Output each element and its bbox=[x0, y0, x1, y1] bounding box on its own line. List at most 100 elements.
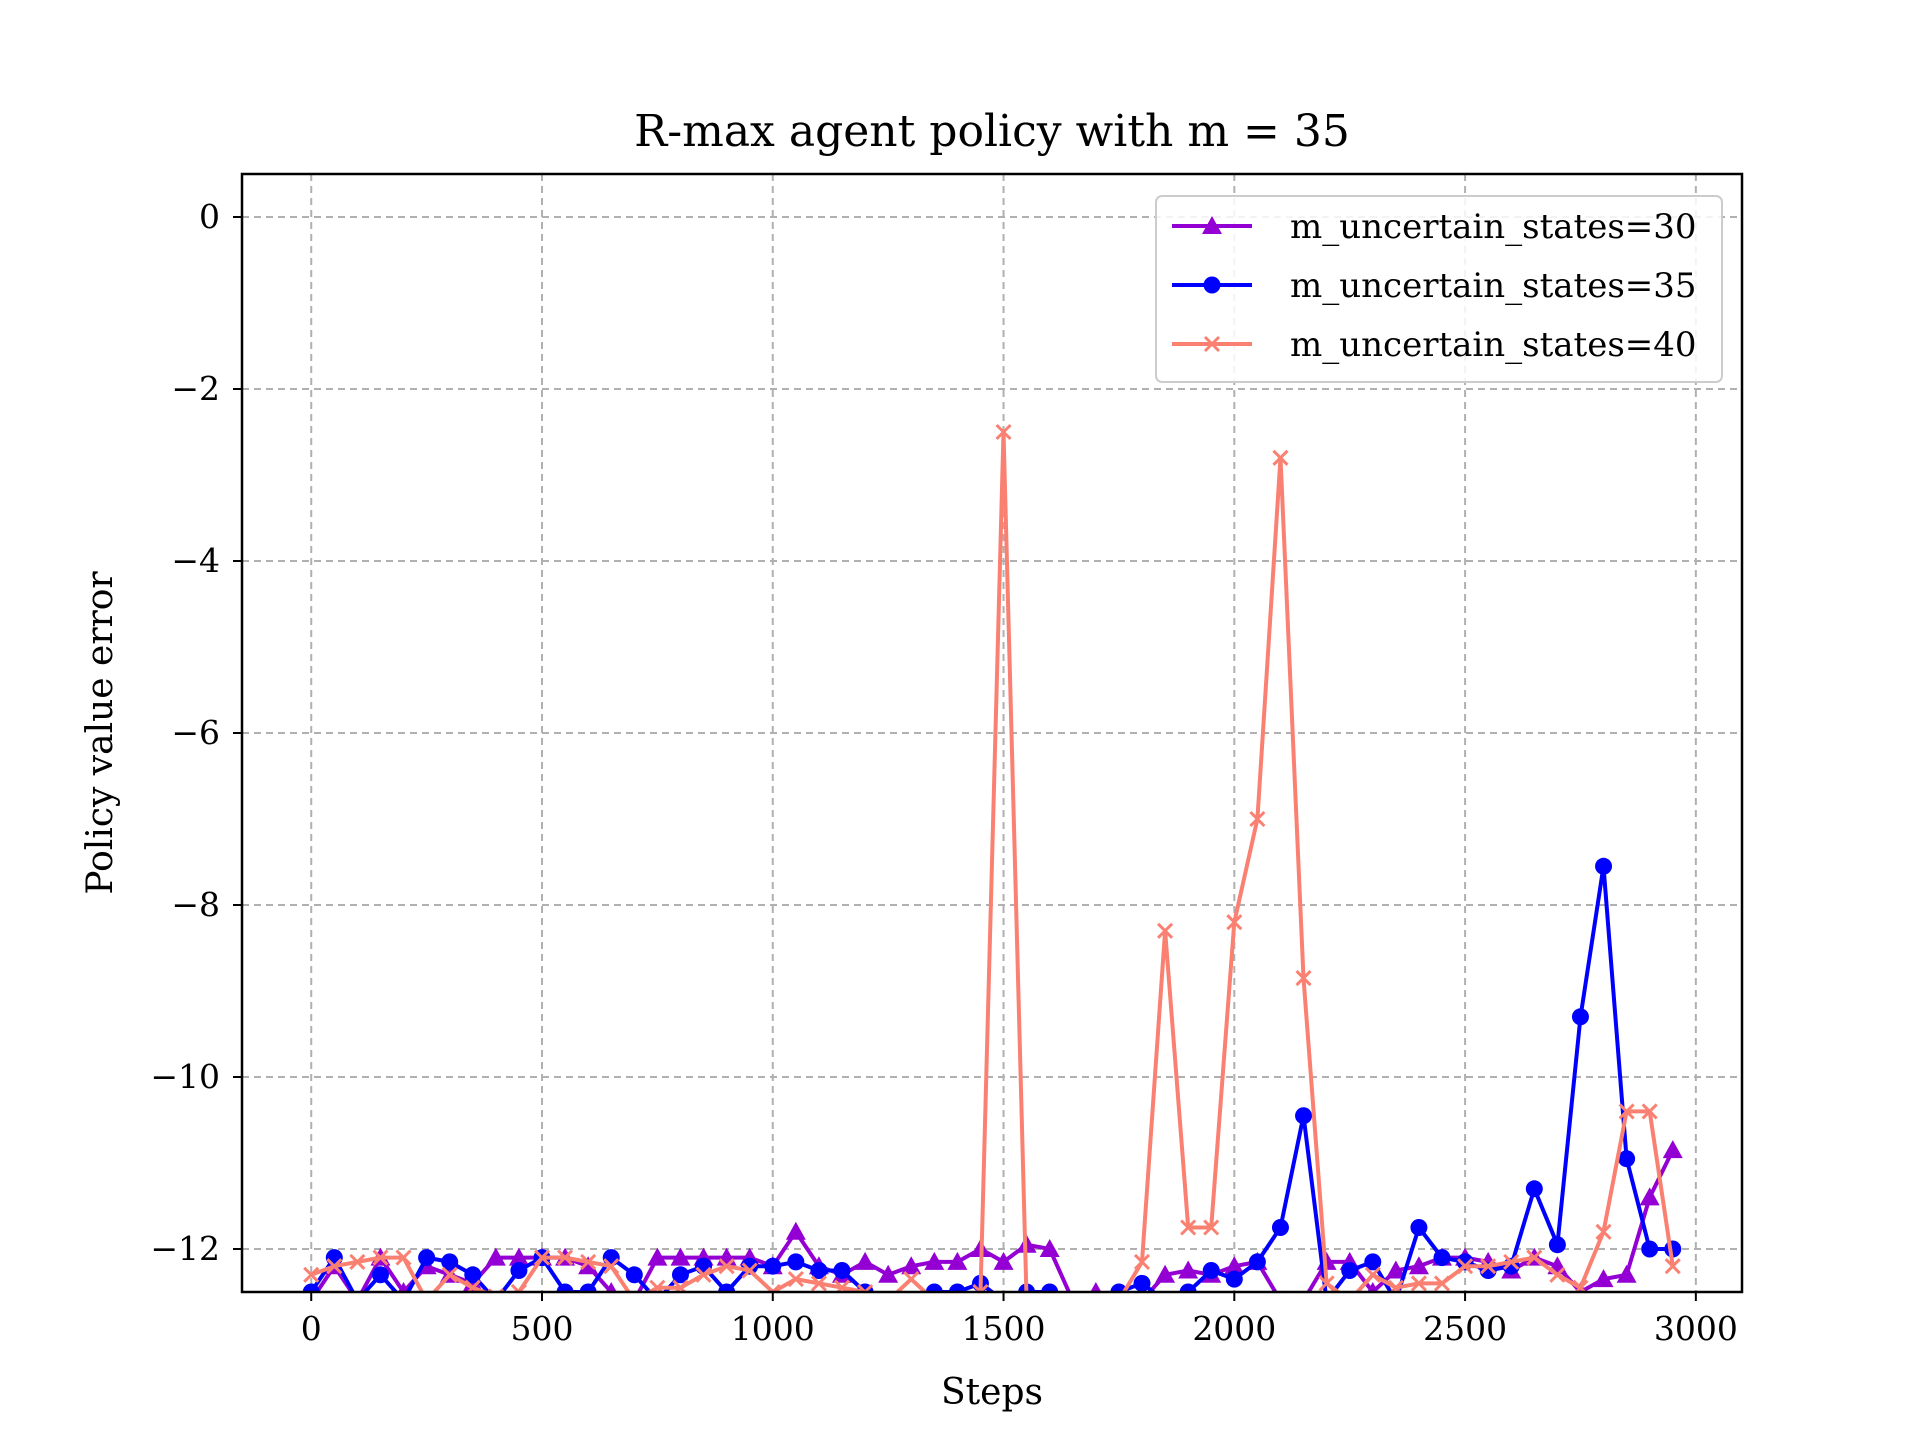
data-point-1 bbox=[1225, 1270, 1243, 1288]
data-point-0 bbox=[1639, 1187, 1660, 1206]
x-marker-stroke bbox=[1272, 449, 1289, 466]
x-marker-stroke bbox=[1433, 1275, 1451, 1292]
data-point-2 bbox=[764, 1283, 781, 1292]
data-point-1 bbox=[418, 1249, 436, 1267]
data-point-0 bbox=[1155, 1264, 1176, 1283]
data-point-1 bbox=[1618, 1150, 1636, 1168]
data-point-2 bbox=[1133, 1253, 1151, 1270]
x-marker-stroke bbox=[533, 1249, 551, 1266]
data-point-2 bbox=[1549, 1266, 1566, 1283]
x-marker-stroke bbox=[349, 1253, 366, 1270]
data-point-1 bbox=[948, 1283, 966, 1292]
data-point-2 bbox=[580, 1253, 597, 1270]
x-marker-stroke bbox=[303, 1266, 320, 1283]
data-point-1 bbox=[1271, 1219, 1289, 1236]
data-point-2 bbox=[510, 1283, 527, 1292]
data-point-2 bbox=[1272, 449, 1289, 466]
data-point-0 bbox=[1408, 1256, 1429, 1275]
legend-marker-0 bbox=[1202, 216, 1222, 234]
data-point-1 bbox=[1364, 1253, 1382, 1271]
chart-title: R-max agent policy with m = 35 bbox=[634, 106, 1350, 157]
data-point-2 bbox=[1364, 1266, 1381, 1283]
legend-entry-0: m_uncertain_states=30 bbox=[1172, 207, 1697, 247]
series-2 bbox=[303, 423, 1681, 1292]
x-marker-stroke bbox=[1641, 1103, 1658, 1120]
data-point-0 bbox=[855, 1251, 876, 1270]
data-point-2 bbox=[718, 1258, 735, 1275]
data-point-0 bbox=[1662, 1140, 1683, 1159]
data-point-2 bbox=[972, 1283, 989, 1292]
data-point-2 bbox=[557, 1249, 574, 1266]
x-marker-stroke bbox=[1203, 335, 1221, 353]
y-tick-label: −10 bbox=[150, 1057, 220, 1096]
x-marker-stroke bbox=[903, 1271, 920, 1288]
x-marker-stroke bbox=[741, 1262, 758, 1279]
x-marker-stroke bbox=[516, 1283, 527, 1292]
data-point-1 bbox=[810, 1262, 828, 1279]
y-tick-label: −8 bbox=[171, 885, 220, 924]
data-point-1 bbox=[1295, 1107, 1313, 1125]
data-point-1 bbox=[1341, 1262, 1359, 1279]
x-marker-stroke bbox=[1595, 1223, 1612, 1240]
x-marker-stroke bbox=[1503, 1253, 1520, 1270]
x-marker-stroke bbox=[995, 423, 1012, 441]
x-marker-stroke bbox=[1457, 1258, 1474, 1275]
axis-ticks: 0 500 1000 1500 2000 2500 3000 0 −2 −4 −6 −8 −10 −12 bbox=[150, 197, 1737, 1348]
x-marker-stroke bbox=[1526, 1249, 1543, 1266]
data-point-2 bbox=[1249, 810, 1266, 828]
data-point-2 bbox=[464, 1279, 481, 1292]
data-point-1 bbox=[1202, 1262, 1220, 1279]
data-point-2 bbox=[1503, 1253, 1520, 1270]
x-marker-stroke bbox=[1389, 1279, 1404, 1292]
data-point-2 bbox=[1433, 1275, 1451, 1292]
data-point-2 bbox=[326, 1258, 343, 1275]
y-tick-label: −4 bbox=[171, 541, 220, 580]
y-axis-label: Policy value error bbox=[80, 571, 121, 895]
data-point-2 bbox=[1410, 1275, 1427, 1292]
data-point-1 bbox=[787, 1253, 805, 1271]
data-point-2 bbox=[857, 1283, 874, 1292]
x-marker-stroke bbox=[1410, 1275, 1427, 1292]
data-point-2 bbox=[1387, 1279, 1404, 1292]
x-marker-stroke bbox=[1664, 1258, 1681, 1275]
x-tick-label: 2500 bbox=[1423, 1309, 1507, 1348]
x-marker-stroke bbox=[395, 1249, 412, 1266]
data-point-2 bbox=[1480, 1258, 1497, 1275]
data-point-2 bbox=[1318, 1275, 1335, 1292]
legend-marker-x-icon bbox=[1203, 335, 1221, 353]
data-point-2 bbox=[1618, 1103, 1635, 1120]
data-point-0 bbox=[1178, 1260, 1199, 1279]
y-tick-label: −2 bbox=[171, 369, 220, 408]
legend-label-2: m_uncertain_states=40 bbox=[1290, 325, 1697, 365]
data-point-2 bbox=[1526, 1249, 1543, 1266]
data-point-0 bbox=[578, 1256, 599, 1275]
data-point-2 bbox=[787, 1271, 804, 1288]
data-point-1 bbox=[464, 1266, 482, 1284]
x-marker-stroke bbox=[510, 1283, 522, 1292]
data-point-0 bbox=[1039, 1239, 1060, 1257]
x-marker-stroke bbox=[1226, 914, 1243, 931]
data-point-1 bbox=[1041, 1283, 1059, 1292]
legend-entry-1: m_uncertain_states=35 bbox=[1172, 266, 1697, 306]
data-point-0 bbox=[785, 1221, 806, 1240]
data-point-1 bbox=[556, 1283, 574, 1292]
data-point-1 bbox=[1595, 857, 1613, 875]
data-point-0 bbox=[947, 1251, 968, 1270]
data-point-2 bbox=[1203, 1219, 1220, 1236]
data-point-1 bbox=[1548, 1236, 1566, 1254]
data-point-1 bbox=[579, 1283, 597, 1292]
legend-marker-1 bbox=[1203, 276, 1221, 294]
data-point-0 bbox=[1224, 1256, 1245, 1275]
x-tick-label: 2000 bbox=[1192, 1309, 1276, 1348]
x-marker-stroke bbox=[695, 1266, 712, 1283]
data-point-0 bbox=[993, 1251, 1014, 1270]
data-point-1 bbox=[510, 1262, 528, 1279]
data-point-2 bbox=[1226, 914, 1243, 931]
data-point-1 bbox=[1433, 1249, 1451, 1267]
x-marker-stroke bbox=[1157, 922, 1174, 939]
x-marker-stroke bbox=[1574, 1279, 1589, 1292]
data-point-2 bbox=[833, 1279, 851, 1292]
data-point-2 bbox=[672, 1279, 689, 1292]
